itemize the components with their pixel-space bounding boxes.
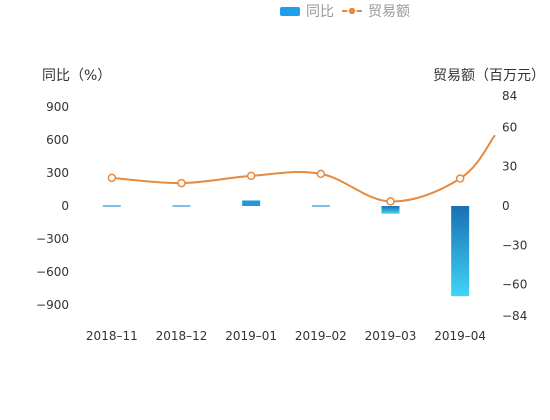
right-tick-label: 0	[502, 199, 510, 213]
legend[interactable]: 同比 贸易额	[280, 4, 410, 20]
legend-line-marker[interactable]	[347, 6, 357, 16]
trade-line	[111, 134, 496, 203]
line-point	[177, 178, 186, 188]
line-series	[107, 134, 496, 206]
line-point	[316, 169, 326, 179]
left-tick-label: −600	[36, 265, 69, 279]
right-tick-label: −84	[502, 309, 527, 323]
x-tick-label: 2019–04	[434, 329, 486, 343]
line-point	[107, 173, 117, 183]
legend-bar-swatch[interactable]	[280, 7, 300, 16]
right-tick-label: −60	[502, 278, 527, 292]
x-tick-label: 2019–01	[225, 329, 277, 343]
right-tick-label: 84	[502, 89, 517, 103]
legend-bar-label[interactable]: 同比	[306, 4, 334, 20]
right-tick-label: −30	[502, 238, 527, 252]
left-tick-label: −300	[36, 232, 69, 246]
line-point	[386, 197, 395, 206]
legend-line-label[interactable]: 贸易额	[368, 4, 410, 20]
left-tick-label: 0	[61, 199, 69, 213]
x-tick-label: 2018–12	[156, 329, 208, 343]
right-tick-label: 60	[502, 120, 517, 134]
line-point	[455, 174, 465, 183]
left-tick-label: 600	[46, 133, 69, 147]
left-tick-label: −900	[36, 298, 69, 312]
left-tick-label: 300	[46, 166, 69, 180]
bar	[451, 206, 470, 297]
bar	[381, 206, 400, 214]
x-tick-label: 2018–11	[86, 329, 138, 343]
bar	[242, 200, 261, 206]
bar-series	[102, 200, 470, 297]
x-tick-label: 2019–02	[295, 329, 347, 343]
right-tick-label: 30	[502, 160, 517, 174]
x-tick-label: 2019–03	[365, 329, 417, 343]
bar	[102, 205, 121, 207]
left-tick-label: 900	[46, 100, 69, 114]
right-axis-title: 贸易额（百万元）	[433, 68, 545, 84]
line-point	[246, 171, 256, 181]
bar	[172, 205, 191, 207]
left-axis-ticks: −900 −600 −300 0 300 600 900	[36, 100, 69, 312]
left-axis-title: 同比（%）	[42, 68, 111, 84]
bar	[311, 205, 330, 207]
right-axis-ticks: 84 60 30 0 −30 −60 −84	[502, 89, 527, 323]
x-axis-labels: 2018–11 2018–12 2019–01 2019–02 2019–03 2019–…	[86, 329, 486, 343]
